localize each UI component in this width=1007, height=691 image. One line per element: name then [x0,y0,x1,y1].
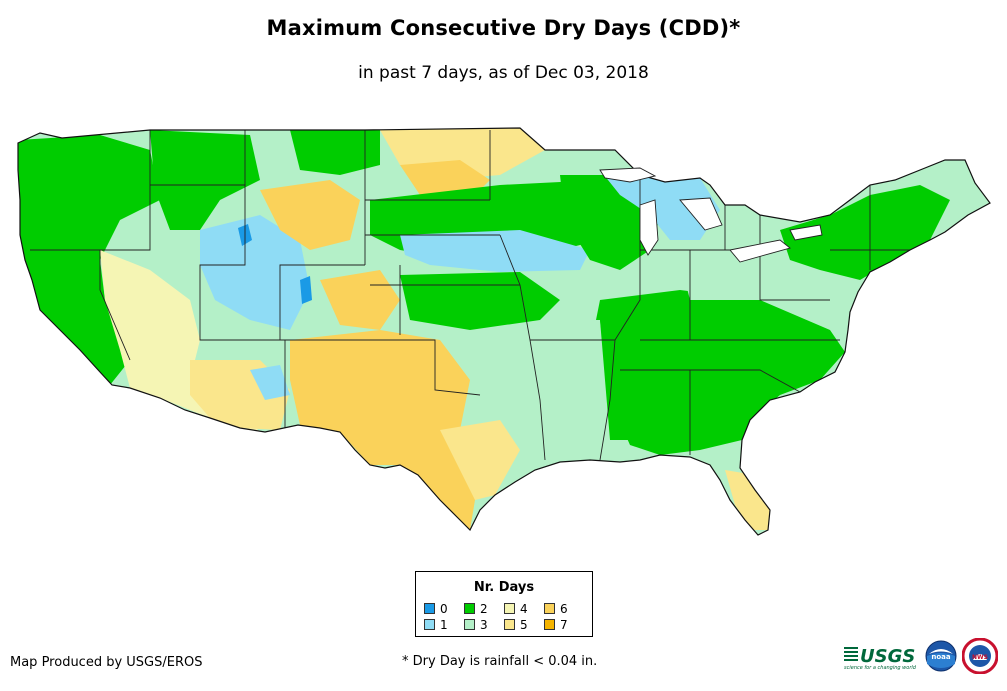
region-5day [440,420,520,500]
legend-label: 2 [480,602,488,616]
legend-label: 7 [560,618,568,632]
producer-credit: Map Produced by USGS/EROS [10,655,203,670]
region-2day [600,310,650,440]
legend-swatch [424,619,435,630]
region-2day [780,185,950,280]
legend-label: 4 [520,602,528,616]
legend-swatch [464,619,475,630]
legend-label: 3 [480,618,488,632]
legend-label: 5 [520,618,528,632]
footnote: * Dry Day is rainfall < 0.04 in. [402,654,598,669]
great-lakes [599,167,823,263]
usgs-logo: USGS science for a changing world [844,646,917,671]
cdd-regions [18,128,950,530]
legend-label: 1 [440,618,448,632]
region-3day [540,320,610,450]
region-2day [290,130,380,175]
cdd-map [17,127,991,536]
region-6day [260,180,360,250]
region-4day [100,250,260,432]
region-1day [600,170,720,240]
legend: Nr. Days 0 1 2 3 4 5 6 7 [415,571,593,637]
legend-label: 0 [440,602,448,616]
legend-swatch [504,603,515,614]
legend-swatch [424,603,435,614]
map-title: Maximum Consecutive Dry Days (CDD)* [266,16,741,40]
legend-swatch [464,603,475,614]
usgs-tagline: science for a changing world [844,665,917,671]
region-1day [250,365,290,400]
noaa-wordmark: noaa [931,653,951,661]
legend-swatch [544,619,555,630]
legend-title: Nr. Days [473,580,535,595]
legend-swatch [504,619,515,630]
noaa-logo: noaa [925,640,957,672]
nws-logo: NWS [962,638,998,674]
legend-swatch [544,603,555,614]
region-6day [290,330,480,530]
region-2day [150,130,260,230]
region-2day [18,135,160,385]
region-1day [400,230,590,272]
us-outline [17,127,991,536]
legend-label: 6 [560,602,568,616]
region-3day [680,250,800,300]
region-2day [590,290,845,455]
nws-wordmark: NWS [972,654,988,661]
map-subtitle: in past 7 days, as of Dec 03, 2018 [358,63,649,83]
usgs-wordmark: USGS [860,646,915,667]
region-1day [200,215,310,330]
